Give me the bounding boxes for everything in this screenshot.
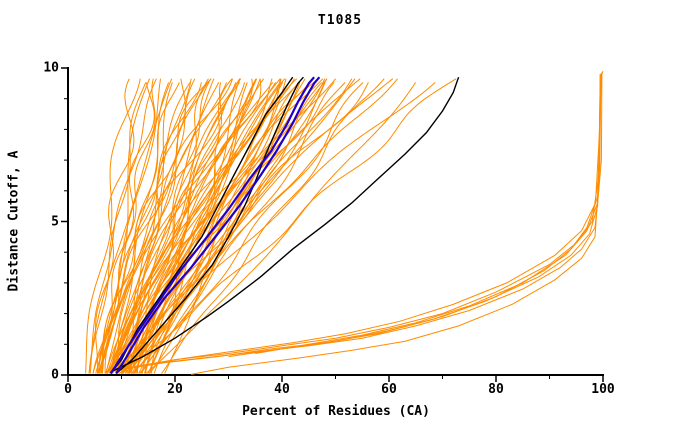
prediction-curve xyxy=(149,82,301,374)
prediction-curve xyxy=(104,78,156,374)
prediction-curve xyxy=(116,78,257,374)
prediction-curve xyxy=(88,82,147,374)
prediction-curve xyxy=(89,78,157,374)
x-axis-label: Percent of Residues (CA) xyxy=(242,404,430,419)
prediction-curve xyxy=(109,82,300,374)
y-tick-label: 10 xyxy=(43,60,59,76)
prediction-curve xyxy=(109,82,170,374)
prediction-curve xyxy=(121,78,186,374)
x-tick-label: 0 xyxy=(64,382,72,397)
prediction-curve xyxy=(149,78,353,374)
prediction-curve xyxy=(144,82,277,374)
prediction-curve xyxy=(105,78,285,374)
prediction-curve-right xyxy=(255,70,604,354)
prediction-curve xyxy=(151,78,262,374)
prediction-curve xyxy=(130,78,394,374)
prediction-curve xyxy=(115,78,298,374)
prediction-curve xyxy=(92,82,202,374)
prediction-curve xyxy=(122,78,319,374)
x-tick-label: 100 xyxy=(591,382,615,397)
prediction-curve xyxy=(122,78,295,374)
highlight-curve xyxy=(115,76,321,375)
prediction-curve xyxy=(125,78,196,374)
prediction-curve xyxy=(139,82,364,374)
x-tick-label: 60 xyxy=(381,382,397,397)
prediction-curve xyxy=(145,82,417,374)
chart-title: T1085 xyxy=(317,13,363,28)
prediction-curve xyxy=(117,78,398,374)
prediction-curve-right xyxy=(191,74,602,375)
prediction-curve xyxy=(120,78,457,374)
prediction-curve xyxy=(144,82,311,374)
reference-curve xyxy=(115,76,304,375)
highlight-curve xyxy=(109,76,315,375)
x-tick-label: 40 xyxy=(274,382,290,397)
y-tick-label: 5 xyxy=(51,214,59,229)
prediction-curve xyxy=(97,78,150,374)
prediction-curve xyxy=(153,82,323,374)
prediction-curve xyxy=(85,78,141,374)
prediction-curve-right xyxy=(121,74,601,370)
prediction-curve xyxy=(88,78,173,374)
prediction-curve-right xyxy=(228,72,602,358)
x-tick-label: 80 xyxy=(488,382,504,397)
prediction-curve xyxy=(132,78,209,374)
prediction-curve xyxy=(164,78,282,374)
prediction-curve xyxy=(94,78,135,374)
prediction-curve xyxy=(101,78,242,374)
y-tick-label: 0 xyxy=(51,367,59,383)
prediction-curve xyxy=(112,78,241,374)
prediction-curve xyxy=(105,82,228,374)
prediction-curve xyxy=(142,82,237,374)
x-tick-label: 20 xyxy=(167,382,183,397)
prediction-curve xyxy=(147,78,241,374)
reference-curve xyxy=(110,76,294,374)
reference-curve xyxy=(110,76,460,373)
prediction-curve xyxy=(132,78,281,374)
